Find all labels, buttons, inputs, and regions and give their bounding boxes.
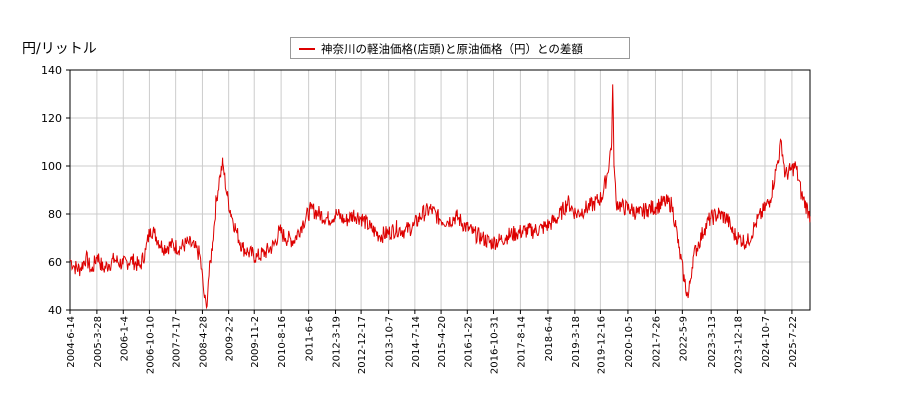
x-tick-label: 2022-5-9 [678,316,689,361]
y-tick-label: 80 [48,208,62,221]
legend-label: 神奈川の軽油価格(店頭)と原油価格（円）との差額 [321,42,583,56]
y-tick-label: 120 [41,112,62,125]
x-tick-label: 2007-7-17 [172,316,183,368]
x-tick-label: 2015-4-20 [437,316,448,368]
x-tick-label: 2006-10-10 [145,316,156,374]
y-tick-label: 100 [41,160,62,173]
x-tick-label: 2024-10-7 [761,316,772,368]
x-tick-label: 2009-2-2 [225,316,236,361]
x-tick-label: 2020-10-5 [624,316,635,368]
y-axis-label: 円/リットル [22,41,97,57]
x-tick-label: 2012-12-17 [357,316,368,374]
legend-swatch [299,48,315,50]
x-tick-label: 2008-4-28 [198,316,209,368]
legend: 神奈川の軽油価格(店頭)と原油価格（円）との差額 [290,37,630,59]
series-line [69,84,811,310]
x-tick-label: 2009-11-2 [250,316,261,368]
x-tick-label: 2014-7-14 [411,316,422,368]
x-axis: 2004-6-14 2005-3-28 2006-1-4 2006-10-10 2007… [66,310,799,374]
x-tick-label: 2004-6-14 [66,316,77,368]
x-tick-label: 2011-6-6 [305,316,316,361]
y-axis: 40 60 80 100 120 140 [41,64,70,317]
x-tick-label: 2016-10-31 [490,316,501,374]
plot-area [69,69,811,311]
x-tick-label: 2019-3-18 [571,316,582,368]
x-tick-label: 2006-1-4 [119,316,130,361]
x-tick-label: 2023-12-18 [733,316,744,374]
x-tick-label: 2013-10-7 [385,316,396,368]
x-tick-label: 2012-3-19 [332,316,343,368]
x-tick-label: 2005-3-28 [93,316,104,368]
x-tick-label: 2025-7-22 [788,316,799,368]
x-tick-label: 2021-7-26 [651,316,662,368]
x-tick-label: 2019-12-16 [596,316,607,374]
x-tick-label: 2017-8-14 [516,316,527,368]
grid-lines [69,69,810,311]
y-tick-label: 60 [48,256,62,269]
x-tick-label: 2010-8-16 [277,316,288,368]
x-tick-label: 2023-3-13 [707,316,718,368]
y-tick-label: 140 [41,64,62,77]
y-tick-label: 40 [48,304,62,317]
x-tick-label: 2018-6-4 [544,316,555,361]
x-tick-label: 2016-1-25 [463,316,474,368]
